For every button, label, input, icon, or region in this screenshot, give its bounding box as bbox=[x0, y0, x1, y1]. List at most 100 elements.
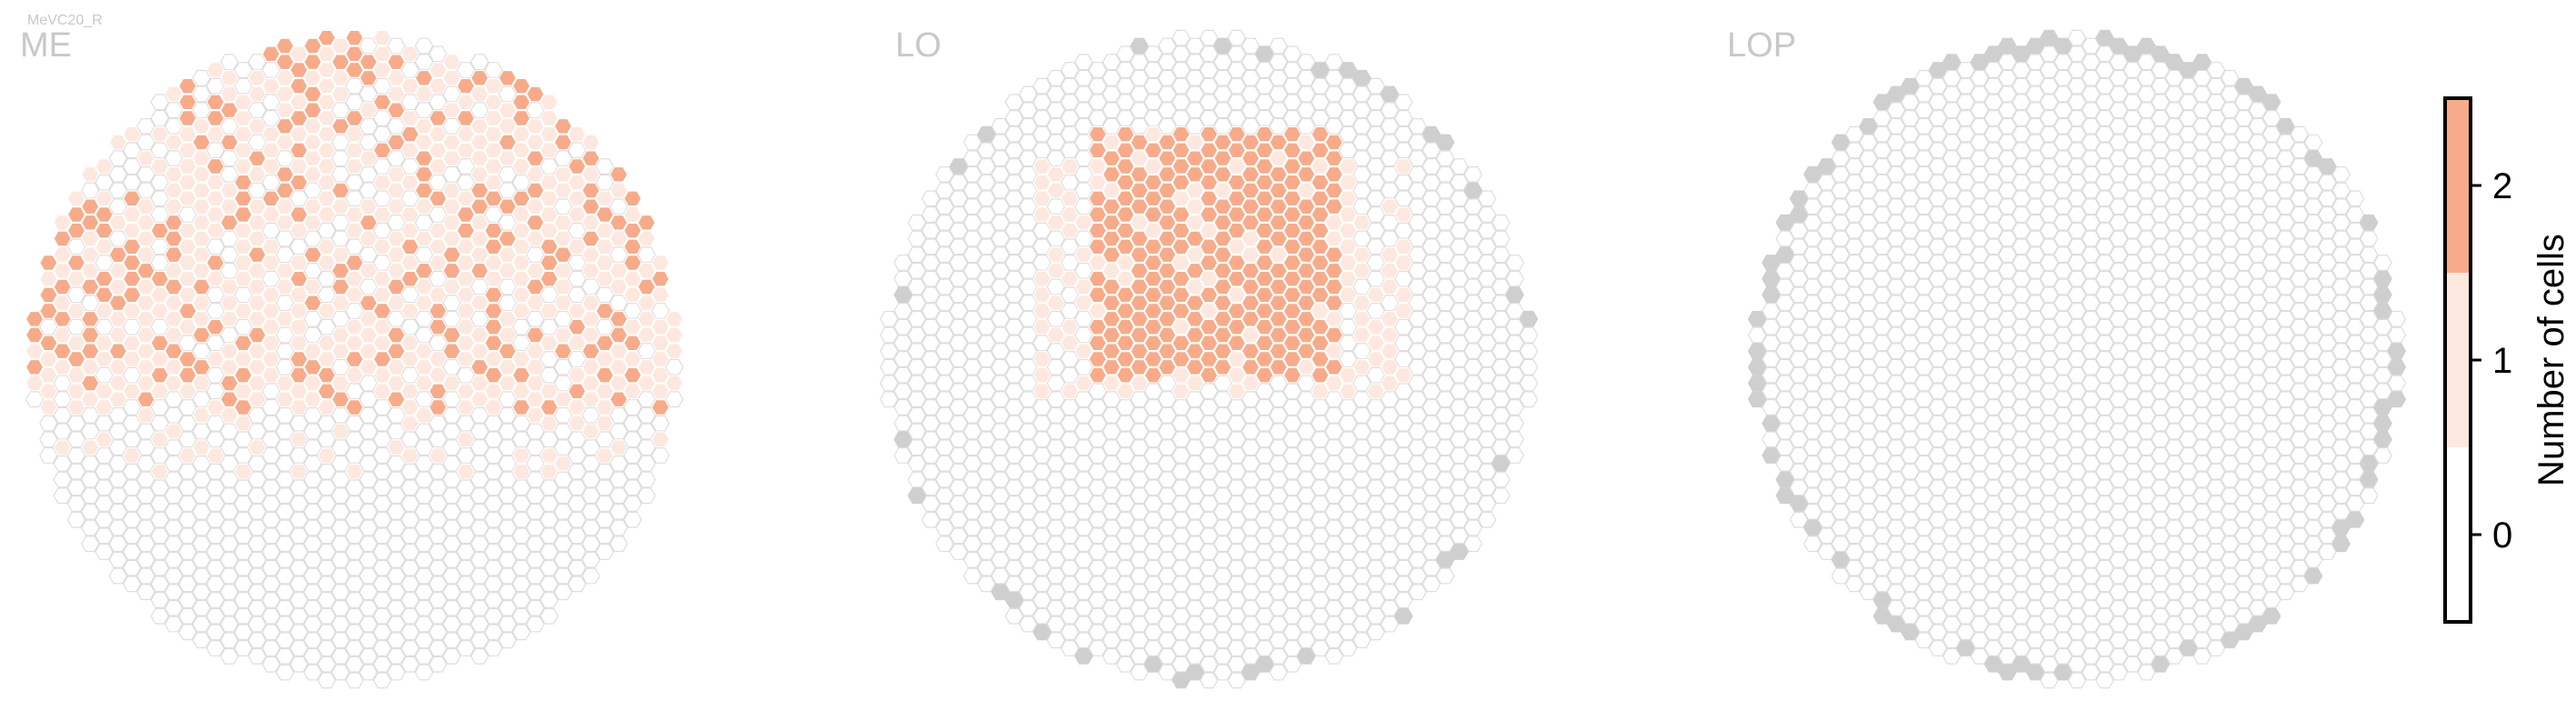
hex-cell bbox=[386, 310, 406, 327]
hex-cell bbox=[386, 664, 406, 681]
hex-cell bbox=[1928, 190, 1948, 207]
hex-cell bbox=[2082, 198, 2101, 215]
hex-cell bbox=[275, 69, 295, 86]
hex-cell bbox=[2387, 310, 2407, 327]
hex-cell bbox=[1254, 270, 1274, 287]
hex-cell bbox=[247, 117, 267, 135]
hex-cell bbox=[921, 238, 941, 255]
hex-cell bbox=[303, 37, 323, 55]
hex-cell bbox=[2192, 567, 2212, 585]
hex-cell bbox=[1928, 592, 1948, 608]
hex-cell bbox=[400, 222, 420, 239]
hex-cell bbox=[525, 85, 545, 103]
hex-cell bbox=[289, 496, 309, 512]
hex-cell bbox=[1157, 295, 1177, 312]
hex-cell bbox=[484, 77, 504, 95]
hex-cell bbox=[1254, 255, 1274, 271]
hex-cell bbox=[525, 310, 545, 327]
hex-cell bbox=[921, 222, 941, 239]
hex-cell bbox=[1450, 303, 1469, 319]
hex-cell bbox=[1914, 85, 1933, 103]
hex-cell bbox=[164, 165, 184, 183]
hex-cell bbox=[1143, 110, 1163, 126]
hex-cell bbox=[303, 664, 323, 681]
hex-cell bbox=[442, 647, 462, 665]
hex-cell bbox=[595, 158, 614, 175]
hex-cell bbox=[1199, 415, 1219, 432]
hex-cell bbox=[2053, 455, 2072, 472]
hex-cell bbox=[220, 54, 239, 71]
hex-cell bbox=[303, 182, 323, 199]
hex-cell bbox=[1450, 190, 1469, 207]
hex-cell bbox=[81, 406, 100, 424]
hex-cell bbox=[1172, 447, 1191, 464]
hex-cell bbox=[2345, 286, 2365, 304]
hex-cell bbox=[2040, 45, 2059, 63]
hex-cell bbox=[498, 165, 517, 183]
hex-cell bbox=[261, 286, 281, 304]
hex-cell bbox=[261, 576, 281, 593]
hex-cell bbox=[1060, 592, 1080, 608]
hex-cell bbox=[456, 255, 475, 271]
hex-cell bbox=[2179, 110, 2198, 126]
hex-cell bbox=[136, 246, 155, 264]
hex-cell bbox=[512, 238, 531, 255]
hex-cell bbox=[1074, 632, 1093, 649]
hex-cell bbox=[1942, 102, 1962, 119]
hex-cell bbox=[1366, 318, 1385, 335]
hex-cell bbox=[1928, 206, 1948, 223]
hex-cell bbox=[651, 415, 670, 432]
hex-cell bbox=[1102, 567, 1122, 585]
hex-cell bbox=[317, 45, 336, 63]
hex-cell bbox=[2109, 647, 2129, 665]
hex-cell bbox=[2067, 656, 2087, 673]
hex-cell bbox=[1115, 351, 1135, 367]
hex-cell bbox=[1199, 624, 1219, 641]
hex-cell bbox=[1998, 567, 2017, 585]
hex-cell bbox=[2137, 102, 2156, 119]
hex-cell bbox=[1143, 286, 1163, 304]
hex-cell bbox=[2331, 310, 2351, 327]
hex-cell bbox=[1338, 415, 1358, 432]
hex-cell bbox=[991, 358, 1010, 376]
hex-cell bbox=[2025, 246, 2045, 264]
hex-cell bbox=[2331, 262, 2351, 279]
hex-cell bbox=[2137, 536, 2156, 553]
hex-cell bbox=[261, 640, 281, 656]
hex-cell bbox=[623, 222, 643, 239]
hex-cell bbox=[1983, 222, 2003, 239]
hex-cell bbox=[1872, 447, 1892, 464]
hex-cell bbox=[1747, 326, 1767, 344]
hex-cell bbox=[1380, 616, 1400, 633]
hex-cell bbox=[122, 125, 142, 143]
hex-cell bbox=[1046, 455, 1065, 472]
hex-cell bbox=[1408, 278, 1427, 295]
hex-cell bbox=[1942, 343, 1962, 360]
hex-cell bbox=[1102, 616, 1122, 633]
hex-cell bbox=[907, 406, 926, 424]
hex-cell bbox=[1998, 246, 2017, 264]
hex-cell bbox=[976, 318, 996, 335]
hex-cell bbox=[81, 295, 100, 312]
hex-cell bbox=[234, 335, 253, 352]
hex-cell bbox=[234, 77, 253, 95]
hex-cell bbox=[554, 455, 573, 472]
hex-cell bbox=[373, 607, 392, 625]
hex-cell bbox=[303, 632, 323, 649]
hex-cell bbox=[1199, 335, 1219, 352]
hex-cell bbox=[1185, 551, 1204, 568]
hex-cell bbox=[2025, 439, 2045, 456]
hex-cell bbox=[2331, 439, 2351, 456]
hex-cell bbox=[234, 640, 253, 656]
hex-cell bbox=[1956, 447, 1975, 464]
hex-cell bbox=[1983, 592, 2003, 608]
hex-cell bbox=[1227, 94, 1246, 111]
hex-cell bbox=[344, 125, 364, 143]
hex-cell bbox=[2234, 110, 2253, 126]
hex-cell bbox=[1393, 366, 1413, 384]
hex-cell bbox=[373, 238, 392, 255]
hex-cell bbox=[2082, 647, 2101, 665]
hex-cell bbox=[2053, 295, 2072, 312]
hex-cell bbox=[1157, 343, 1177, 360]
hex-cell bbox=[1422, 286, 1442, 304]
